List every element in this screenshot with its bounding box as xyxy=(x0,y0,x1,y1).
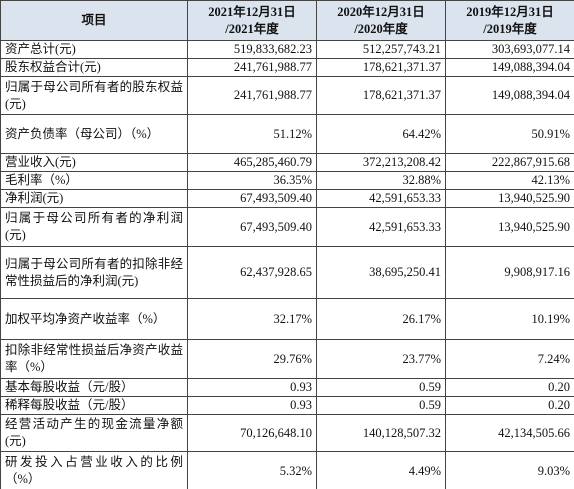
cell-value: 67,493,509.40 xyxy=(187,207,317,247)
cell-value: 36.35% xyxy=(187,171,317,190)
column-header: 2020年12月31日/2020年度 xyxy=(316,0,446,41)
column-header: 项目 xyxy=(0,0,188,41)
header-line: 2021年12月31日 xyxy=(208,4,296,19)
cell-value: 29.76% xyxy=(187,339,317,379)
row-label: 资产负债率（母公司）（%） xyxy=(0,114,188,154)
header-line: 2020年12月31日 xyxy=(337,4,425,19)
row-label: 基本每股收益（元/股） xyxy=(0,378,188,397)
cell-value: 64.42% xyxy=(316,114,446,154)
cell-value: 50.91% xyxy=(445,114,574,154)
cell-value: 13,940,525.90 xyxy=(445,207,574,247)
row-label: 归属于母公司所有者的股东权益(元) xyxy=(0,76,188,115)
column-header: 2021年12月31日/2021年度 xyxy=(187,0,317,41)
cell-value: 140,128,507.32 xyxy=(316,414,446,452)
cell-value: 42,591,653.33 xyxy=(316,207,446,247)
cell-value: 519,833,682.23 xyxy=(187,40,317,59)
table-row: 归属于母公司所有者的股东权益(元) 241,761,988.77 178,621,3… xyxy=(0,76,574,115)
table-row: 营业收入(元) 465,285,460.79 372,213,208.42 222,8… xyxy=(0,153,574,172)
cell-value: 9,908,917.16 xyxy=(445,246,574,299)
table-row: 归属于母公司所有者的净利润(元) 67,493,509.40 42,591,653.… xyxy=(0,207,574,247)
cell-value: 9.03% xyxy=(445,451,574,489)
row-label: 股东权益合计(元) xyxy=(0,58,188,77)
row-label: 资产总计(元) xyxy=(0,40,188,59)
cell-value: 67,493,509.40 xyxy=(187,189,317,208)
row-label: 研发投入占营业收入的比例（%） xyxy=(0,451,188,489)
cell-value: 42,134,505.66 xyxy=(445,414,574,452)
column-header: 2019年12月31日/2019年度 xyxy=(445,0,574,41)
table-row: 研发投入占营业收入的比例（%） 5.32% 4.49% 9.03% xyxy=(0,451,574,489)
cell-value: 10.19% xyxy=(445,298,574,340)
cell-value: 149,088,394.04 xyxy=(445,58,574,77)
header-line: /2021年度 xyxy=(225,21,279,36)
cell-value: 0.20 xyxy=(445,378,574,397)
cell-value: 0.59 xyxy=(316,396,446,415)
cell-value: 512,257,743.21 xyxy=(316,40,446,59)
row-label: 毛利率（%） xyxy=(0,171,188,190)
cell-value: 13,940,525.90 xyxy=(445,189,574,208)
cell-value: 32.17% xyxy=(187,298,317,340)
row-label: 归属于母公司所有者的净利润(元) xyxy=(0,207,188,247)
cell-value: 62,437,928.65 xyxy=(187,246,317,299)
cell-value: 241,761,988.77 xyxy=(187,58,317,77)
cell-value: 241,761,988.77 xyxy=(187,76,317,115)
table-row: 归属于母公司所有者的扣除非经常性损益后的净利润(元) 62,437,928.65 3… xyxy=(0,246,574,299)
cell-value: 465,285,460.79 xyxy=(187,153,317,172)
table-row: 经营活动产生的现金流量净额(元) 70,126,648.10 140,128,507… xyxy=(0,414,574,452)
cell-value: 0.93 xyxy=(187,396,317,415)
table-row: 毛利率（%） 36.35% 32.88% 42.13% xyxy=(0,171,574,190)
row-label: 稀释每股收益（元/股） xyxy=(0,396,188,415)
table-row: 资产总计(元) 519,833,682.23 512,257,743.21 303,6… xyxy=(0,40,574,59)
cell-value: 178,621,371.37 xyxy=(316,58,446,77)
cell-value: 23.77% xyxy=(316,339,446,379)
cell-value: 0.20 xyxy=(445,396,574,415)
header-line: 2019年12月31日 xyxy=(466,4,554,19)
cell-value: 4.49% xyxy=(316,451,446,489)
cell-value: 7.24% xyxy=(445,339,574,379)
table-row: 稀释每股收益（元/股） 0.93 0.59 0.20 xyxy=(0,396,574,415)
cell-value: 303,693,077.14 xyxy=(445,40,574,59)
header-row: 项目 2021年12月31日/2021年度 2020年12月31日/2020年度 20… xyxy=(0,0,574,41)
row-label: 经营活动产生的现金流量净额(元) xyxy=(0,414,188,452)
table-row: 基本每股收益（元/股） 0.93 0.59 0.20 xyxy=(0,378,574,397)
cell-value: 222,867,915.68 xyxy=(445,153,574,172)
table-row: 净利润(元) 67,493,509.40 42,591,653.33 13,940,5… xyxy=(0,189,574,208)
table-row: 加权平均净资产收益率（%） 32.17% 26.17% 10.19% xyxy=(0,298,574,340)
cell-value: 372,213,208.42 xyxy=(316,153,446,172)
cell-value: 0.93 xyxy=(187,378,317,397)
cell-value: 32.88% xyxy=(316,171,446,190)
row-label: 归属于母公司所有者的扣除非经常性损益后的净利润(元) xyxy=(0,246,188,299)
row-label: 扣除非经常性损益后净资产收益率（%） xyxy=(0,339,188,379)
cell-value: 0.59 xyxy=(316,378,446,397)
row-label: 净利润(元) xyxy=(0,189,188,208)
header-line: /2019年度 xyxy=(483,21,537,36)
cell-value: 42.13% xyxy=(445,171,574,190)
table-row: 扣除非经常性损益后净资产收益率（%） 29.76% 23.77% 7.24% xyxy=(0,339,574,379)
row-label: 营业收入(元) xyxy=(0,153,188,172)
header-line: 项目 xyxy=(81,13,107,27)
cell-value: 38,695,250.41 xyxy=(316,246,446,299)
cell-value: 5.32% xyxy=(187,451,317,489)
cell-value: 26.17% xyxy=(316,298,446,340)
header-line: /2020年度 xyxy=(354,21,408,36)
cell-value: 149,088,394.04 xyxy=(445,76,574,115)
table-row: 资产负债率（母公司）（%） 51.12% 64.42% 50.91% xyxy=(0,114,574,154)
row-label: 加权平均净资产收益率（%） xyxy=(0,298,188,340)
cell-value: 178,621,371.37 xyxy=(316,76,446,115)
table-row: 股东权益合计(元) 241,761,988.77 178,621,371.37 149… xyxy=(0,58,574,77)
cell-value: 42,591,653.33 xyxy=(316,189,446,208)
cell-value: 70,126,648.10 xyxy=(187,414,317,452)
cell-value: 51.12% xyxy=(187,114,317,154)
